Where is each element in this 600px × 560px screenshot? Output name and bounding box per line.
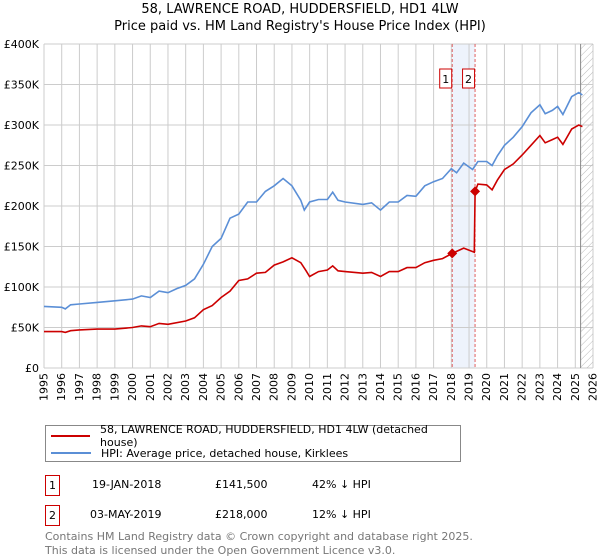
line-chart: 1995 1996 1997 1998 1999 2000 2001 2002 2003 2004…	[4, 38, 600, 401]
x-tick-label: 2022	[516, 373, 529, 401]
x-tick-label: 2024	[551, 373, 564, 401]
sale-date: 03-MAY-2019	[90, 508, 162, 521]
x-tick-label: 2013	[356, 373, 369, 401]
sale-marker-badge: 1	[45, 475, 60, 496]
x-tick-label: 2021	[498, 373, 511, 401]
sale-hpi-diff: 12% ↓ HPI	[312, 508, 371, 521]
legend-label: 58, LAWRENCE ROAD, HUDDERSFIELD, HD1 4LW…	[100, 423, 428, 449]
x-tick-label: 2026	[587, 373, 600, 401]
sale-marker-label: 1	[442, 73, 449, 86]
legend-swatch	[51, 435, 91, 437]
legend-item-property: 58, LAWRENCE ROAD, HUDDERSFIELD, HD1 4LW…	[51, 423, 460, 449]
x-tick-label: 2016	[409, 373, 422, 401]
x-tick-label: 2001	[144, 373, 157, 401]
legend-item-hpi: HPI: Average price, detached house, Kirk…	[51, 445, 348, 461]
x-tick-label: 2014	[374, 373, 387, 401]
y-tick-label: £250K	[4, 160, 40, 173]
y-tick-label: £0	[25, 362, 39, 375]
x-tick-label: 2004	[197, 373, 210, 401]
sale-point	[447, 248, 458, 259]
chart-subtitle: Price paid vs. HM Land Registry's House …	[114, 19, 486, 34]
x-tick-label: 2008	[268, 373, 281, 401]
y-tick-label: £300K	[4, 119, 40, 132]
x-tick-label: 1999	[108, 373, 121, 401]
footer-copyright: Contains HM Land Registry data © Crown c…	[45, 530, 473, 543]
y-tick-label: £50K	[11, 322, 40, 335]
x-tick-label: 2023	[533, 373, 546, 401]
sale-price: £141,500	[215, 478, 268, 491]
sale-marker-badge: 2	[45, 505, 60, 526]
x-tick-label: 2015	[392, 373, 405, 401]
x-tick-label: 2002	[161, 373, 174, 401]
x-tick-label: 2020	[480, 373, 493, 401]
legend: 58, LAWRENCE ROAD, HUDDERSFIELD, HD1 4LW…	[45, 423, 461, 462]
y-tick-label: £200K	[4, 200, 40, 213]
x-tick-label: 1997	[73, 373, 86, 401]
x-tick-label: 2017	[427, 373, 440, 401]
y-tick-label: £150K	[4, 241, 40, 254]
y-tick-label: £400K	[4, 38, 40, 51]
x-tick-label: 2010	[303, 373, 316, 401]
x-tick-label: 2019	[463, 373, 476, 401]
sale-hpi-diff: 42% ↓ HPI	[312, 478, 371, 491]
x-tick-label: 1995	[38, 373, 51, 401]
x-tick-label: 2012	[339, 373, 352, 401]
x-tick-label: 2006	[232, 373, 245, 401]
x-tick-label: 2018	[445, 373, 458, 401]
sale-price: £218,000	[215, 508, 268, 521]
x-tick-label: 2025	[569, 373, 582, 401]
sale-date: 19-JAN-2018	[92, 478, 162, 491]
sale-point	[470, 186, 481, 197]
x-tick-label: 1998	[91, 373, 104, 401]
x-tick-label: 1996	[55, 373, 68, 401]
x-tick-label: 2007	[250, 373, 263, 401]
price-paid-line	[44, 124, 583, 334]
projection-hatch	[580, 44, 593, 368]
legend-label: HPI: Average price, detached house, Kirk…	[101, 446, 349, 460]
y-tick-label: £350K	[4, 79, 40, 92]
legend-swatch	[51, 452, 91, 454]
x-tick-label: 2003	[179, 373, 192, 401]
sale-marker-box	[439, 68, 453, 89]
x-tick-label: 2005	[215, 373, 228, 401]
hpi-line	[43, 91, 583, 310]
x-tick-label: 2000	[126, 373, 139, 401]
y-tick-label: £100K	[4, 281, 40, 294]
x-tick-label: 2009	[285, 373, 298, 401]
x-tick-label: 2011	[321, 373, 334, 401]
chart-title: 58, LAWRENCE ROAD, HUDDERSFIELD, HD1 4LW	[141, 2, 459, 17]
sale-marker-label: 2	[465, 73, 472, 86]
footer-licence: This data is licensed under the Open Gov…	[45, 544, 396, 557]
sale-marker-box	[462, 68, 476, 89]
